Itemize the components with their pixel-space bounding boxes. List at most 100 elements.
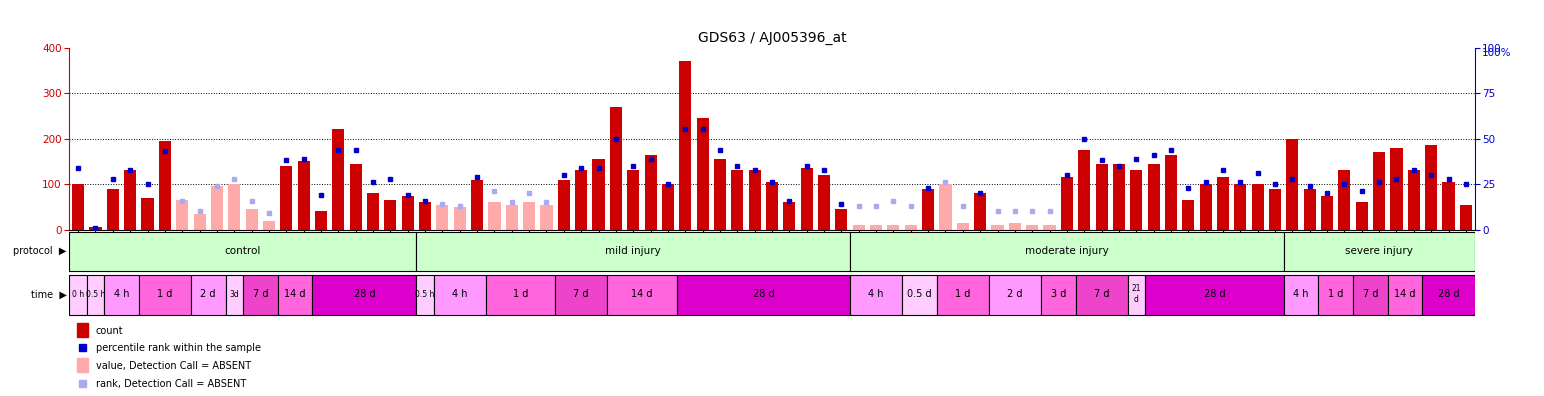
Bar (506, 205, 517, 230)
Text: 1 d: 1 d (1328, 289, 1343, 299)
Bar (939, 184, 951, 230)
Text: 1 d: 1 d (513, 289, 528, 299)
Bar (225, 276, 242, 314)
Bar (1339, 170, 1351, 230)
Text: 3 d: 3 d (1050, 289, 1065, 299)
Bar (193, 214, 205, 230)
Bar (644, 154, 656, 230)
Bar (1269, 188, 1282, 230)
Bar (159, 141, 171, 230)
Text: 28 d: 28 d (1437, 289, 1459, 299)
Text: 7 d: 7 d (1093, 289, 1109, 299)
Bar (593, 159, 605, 230)
Text: moderate injury: moderate injury (1025, 246, 1109, 255)
Bar (332, 129, 344, 230)
Bar (974, 193, 987, 230)
Bar (696, 118, 709, 230)
Text: 2 d: 2 d (1007, 289, 1022, 299)
Text: 14 d: 14 d (1394, 289, 1416, 299)
Bar (417, 276, 434, 314)
Bar (557, 179, 570, 230)
Bar (713, 159, 726, 230)
Bar (1183, 200, 1195, 230)
Bar (107, 188, 119, 230)
Bar (610, 107, 622, 230)
Bar (1061, 177, 1073, 230)
Bar (574, 170, 587, 230)
Text: 0.5 h: 0.5 h (415, 289, 435, 299)
Bar (281, 166, 292, 230)
Bar (676, 276, 851, 314)
Text: 14 d: 14 d (631, 289, 653, 299)
Text: 100%: 100% (1482, 48, 1512, 57)
Bar (1353, 276, 1388, 314)
Bar (212, 187, 222, 230)
Text: 7 d: 7 d (573, 289, 588, 299)
Bar (1217, 177, 1229, 230)
Bar (1252, 184, 1265, 230)
Bar (103, 276, 139, 314)
Text: 0.5 d: 0.5 d (908, 289, 931, 299)
Bar (1442, 182, 1454, 230)
Bar (349, 164, 361, 230)
Bar (679, 61, 692, 230)
Bar (1147, 164, 1160, 230)
Text: 14 d: 14 d (284, 289, 306, 299)
Bar (486, 276, 556, 314)
Bar (1130, 170, 1143, 230)
Bar (1373, 152, 1385, 230)
Text: time  ▶: time ▶ (31, 290, 66, 300)
Bar (937, 276, 988, 314)
Bar (315, 211, 327, 230)
Bar (1027, 225, 1038, 230)
Bar (1388, 276, 1422, 314)
Bar (957, 223, 970, 230)
Bar (434, 276, 486, 314)
Bar (1041, 276, 1076, 314)
Bar (86, 276, 103, 314)
Bar (90, 227, 102, 230)
Text: value, Detection Call = ABSENT: value, Detection Call = ABSENT (96, 361, 250, 371)
Bar (471, 179, 483, 230)
Bar (749, 170, 761, 230)
Bar (1008, 223, 1021, 230)
Bar (437, 205, 448, 230)
Bar (766, 182, 778, 230)
Bar (367, 193, 380, 230)
Bar (1127, 276, 1146, 314)
Text: 3d: 3d (230, 289, 239, 299)
Bar (124, 170, 136, 230)
Bar (1078, 150, 1090, 230)
Bar (401, 196, 414, 230)
Text: 0.5 h: 0.5 h (86, 289, 105, 299)
Bar (1319, 276, 1353, 314)
Text: 28 d: 28 d (1203, 289, 1224, 299)
Bar (922, 188, 934, 230)
Bar (1044, 225, 1056, 230)
Bar (1096, 164, 1107, 230)
Bar (262, 221, 275, 230)
Text: protocol  ▶: protocol ▶ (12, 246, 66, 257)
Bar (1234, 184, 1246, 230)
Text: 4 h: 4 h (1294, 289, 1309, 299)
Text: 28 d: 28 d (752, 289, 774, 299)
Bar (1286, 139, 1299, 230)
Text: 4 h: 4 h (452, 289, 468, 299)
Bar (139, 276, 191, 314)
Bar (1422, 276, 1475, 314)
Bar (1164, 154, 1177, 230)
Text: count: count (96, 326, 124, 336)
Bar (73, 184, 85, 230)
Text: 4 h: 4 h (868, 289, 883, 299)
Bar (1076, 276, 1127, 314)
Bar (902, 276, 937, 314)
Bar (852, 225, 865, 230)
Bar (176, 200, 188, 230)
Text: 1 d: 1 d (157, 289, 173, 299)
Text: severe injury: severe injury (1345, 246, 1413, 255)
Bar (1303, 188, 1315, 230)
Bar (988, 276, 1041, 314)
Bar (818, 175, 831, 230)
Text: 2 d: 2 d (201, 289, 216, 299)
Bar (835, 209, 848, 230)
